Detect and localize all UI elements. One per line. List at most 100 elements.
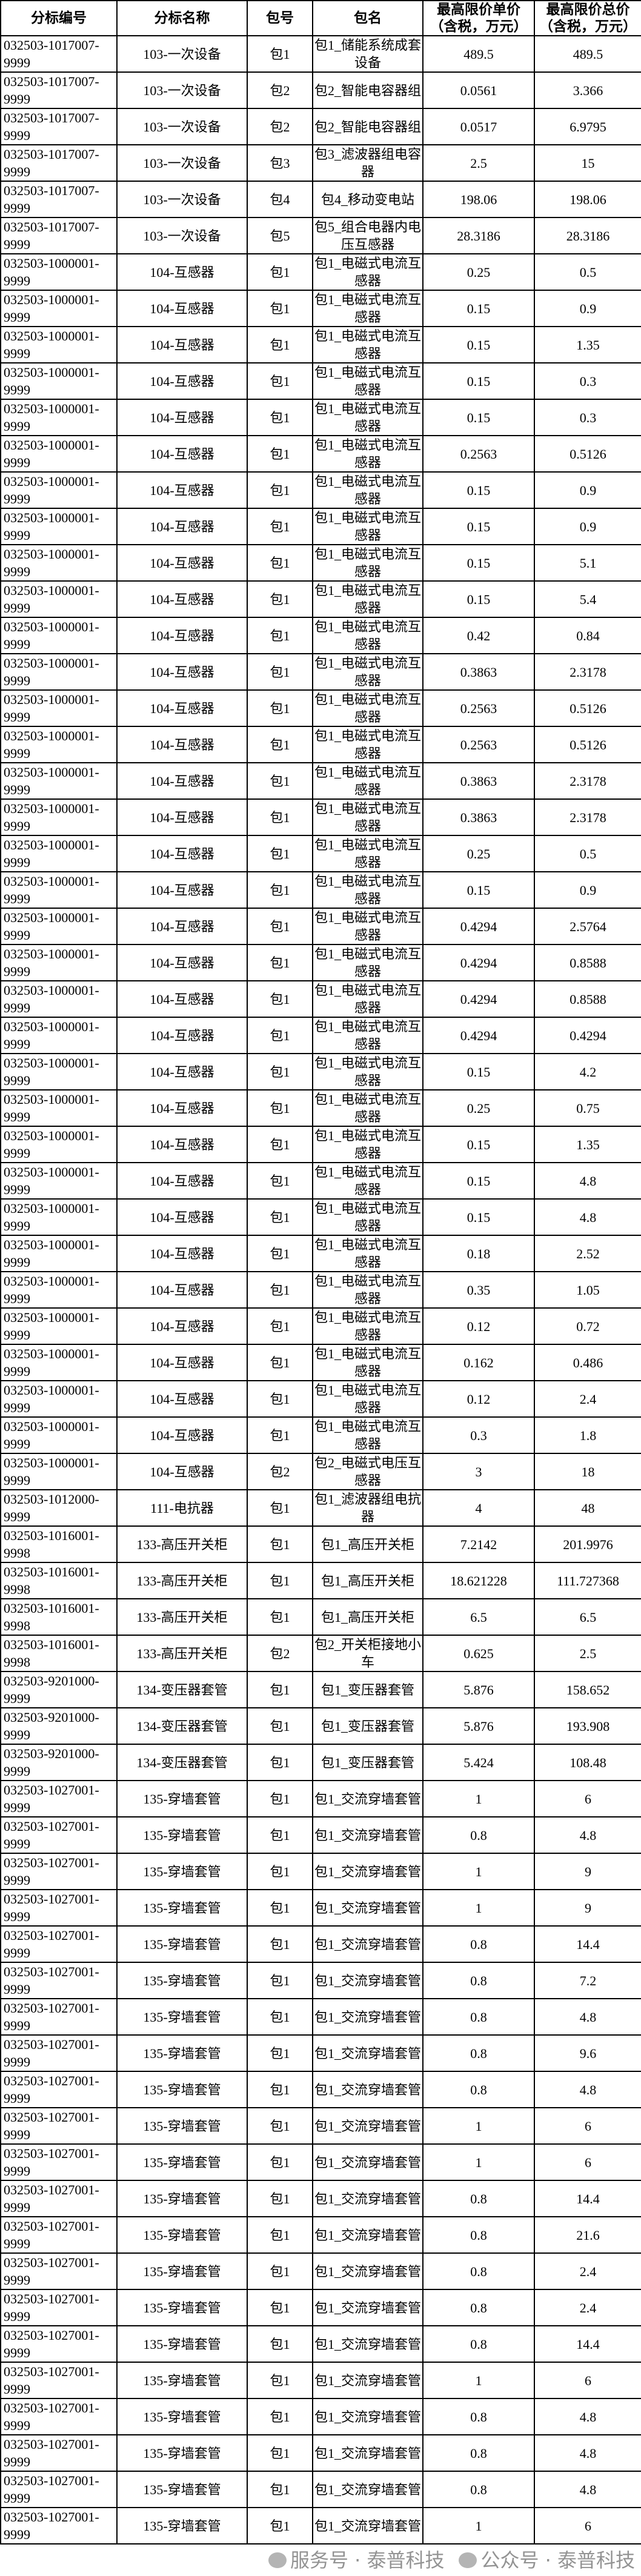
cell-package-name: 包1_电磁式电流互感器 [312,1162,423,1200]
cell-max-total-price: 4.8 [534,1162,641,1200]
cell-package-name: 包1_交流穿墙套管 [312,2507,423,2544]
cell-lot-name: 135-穿墙套管 [116,2034,248,2072]
cell-lot-number: 032503-1027001-9999 [0,2289,118,2326]
cell-package-name: 包1_电磁式电流互感器 [312,1235,423,1272]
cell-package-name: 包1_电磁式电流互感器 [312,399,423,436]
table-row: 032503-1000001-9999 104-互感器 包1 包1_电磁式电流互感器 0… [0,798,641,836]
cell-lot-name: 134-变压器套管 [116,1744,248,1781]
cell-lot-number: 032503-1000001-9999 [0,362,118,400]
cell-package-number: 包1 [247,2216,313,2254]
cell-lot-name: 104-互感器 [116,1453,248,1490]
cell-max-unit-price: 0.42 [422,617,535,654]
cell-package-number: 包1 [247,2325,313,2363]
cell-max-total-price: 198.06 [534,181,641,218]
cell-lot-number: 032503-1000001-9999 [0,798,118,836]
cell-package-number: 包1 [247,653,313,691]
cell-max-total-price: 14.4 [534,2325,641,2363]
cell-lot-name: 104-互感器 [116,580,248,618]
cell-package-name: 包1_电磁式电流互感器 [312,980,423,1018]
table-row: 032503-1016001-9998 133-高压开关柜 包1 包1_高压开关柜 7.… [0,1525,641,1563]
cell-package-number: 包1 [247,399,313,436]
cell-lot-name: 104-互感器 [116,689,248,727]
table-row: 032503-1016001-9998 133-高压开关柜 包1 包1_高压开关柜 18… [0,1562,641,1599]
cell-lot-name: 135-穿墙套管 [116,1853,248,1890]
cell-package-number: 包1 [247,580,313,618]
cell-max-total-price: 111.727368 [534,1562,641,1599]
table-row: 032503-1000001-9999 104-互感器 包1 包1_电磁式电流互感器 0… [0,544,641,582]
cell-max-unit-price: 7.2142 [422,1525,535,1563]
cell-max-total-price: 0.4294 [534,1017,641,1054]
cell-max-unit-price: 1 [422,2507,535,2544]
cell-lot-name: 104-互感器 [116,908,248,945]
cell-max-total-price: 0.3 [534,362,641,400]
cell-max-total-price: 4.8 [534,2434,641,2472]
cell-lot-number: 032503-1027001-9999 [0,1816,118,1854]
cell-package-number: 包1 [247,1962,313,1999]
cell-package-name: 包2_智能电容器组 [312,71,423,109]
cell-lot-name: 104-互感器 [116,653,248,691]
table-row: 032503-1027001-9999 135-穿墙套管 包1 包1_交流穿墙套管 0.… [0,2471,641,2508]
cell-package-number: 包2 [247,71,313,109]
cell-max-total-price: 0.9 [534,508,641,545]
cell-max-total-price: 4.8 [534,1816,641,1854]
cell-package-number: 包1 [247,1307,313,1345]
cell-max-unit-price: 28.3186 [422,217,535,254]
cell-package-number: 包1 [247,1344,313,1381]
table-row: 032503-1000001-9999 104-互感器 包1 包1_电磁式电流互感器 0… [0,689,641,727]
cell-package-name: 包1_电磁式电流互感器 [312,1017,423,1054]
cell-lot-name: 104-互感器 [116,544,248,582]
cell-max-total-price: 18 [534,1453,641,1490]
cell-package-number: 包1 [247,1126,313,1163]
cell-max-total-price: 2.3178 [534,653,641,691]
cell-package-number: 包1 [247,1235,313,1272]
cell-max-total-price: 9 [534,1889,641,1927]
table-row: 032503-1027001-9999 135-穿墙套管 包1 包1_交流穿墙套管 1 6 [0,2507,641,2544]
cell-lot-number: 032503-1016001-9998 [0,1525,118,1563]
cell-package-name: 包3_滤波器组电容器 [312,144,423,182]
table-row: 032503-1027001-9999 135-穿墙套管 包1 包1_交流穿墙套管 0.… [0,2289,641,2326]
cell-package-name: 包1_电磁式电流互感器 [312,1198,423,1236]
cell-lot-number: 032503-1017007-9999 [0,217,118,254]
cell-max-total-price: 21.6 [534,2216,641,2254]
cell-lot-number: 032503-1027001-9999 [0,2143,118,2181]
table-row: 032503-1000001-9999 104-互感器 包1 包1_电磁式电流互感器 0… [0,871,641,909]
cell-max-total-price: 7.2 [534,1962,641,1999]
cell-package-name: 包1_电磁式电流互感器 [312,798,423,836]
cell-max-total-price: 2.4 [534,2289,641,2326]
cell-lot-number: 032503-1000001-9999 [0,435,118,473]
cell-max-unit-price: 1 [422,1780,535,1817]
cell-max-unit-price: 0.25 [422,1089,535,1127]
cell-max-total-price: 14.4 [534,1925,641,1963]
cell-lot-number: 032503-1027001-9999 [0,2034,118,2072]
cell-lot-number: 032503-1000001-9999 [0,1089,118,1127]
cell-lot-number: 032503-1000001-9999 [0,508,118,545]
cell-lot-name: 135-穿墙套管 [116,2507,248,2544]
cell-package-number: 包1 [247,2471,313,2508]
cell-package-number: 包1 [247,798,313,836]
cell-package-number: 包1 [247,2434,313,2472]
cell-max-unit-price: 1 [422,2362,535,2399]
cell-package-name: 包1_变压器套管 [312,1707,423,1745]
cell-package-name: 包1_电磁式电流互感器 [312,835,423,872]
table-row: 032503-1016001-9998 133-高压开关柜 包2 包2_开关柜接地小车… [0,1635,641,1672]
cell-lot-name: 104-互感器 [116,1271,248,1309]
cell-max-unit-price: 3 [422,1453,535,1490]
cell-max-total-price: 0.8588 [534,944,641,981]
cell-package-number: 包1 [247,1889,313,1927]
cell-lot-name: 104-互感器 [116,762,248,800]
cell-package-number: 包1 [247,1489,313,1527]
cell-max-unit-price: 0.3863 [422,653,535,691]
cell-max-unit-price: 0.4294 [422,980,535,1018]
table-row: 032503-1000001-9999 104-互感器 包1 包1_电磁式电流互感器 0… [0,508,641,545]
cell-max-unit-price: 0.8 [422,1998,535,2036]
cell-lot-name: 104-互感器 [116,1416,248,1454]
cell-lot-name: 104-互感器 [116,1053,248,1090]
table-row: 032503-1000001-9999 104-互感器 包1 包1_电磁式电流互感器 0… [0,1198,641,1236]
cell-package-name: 包1_高压开关柜 [312,1562,423,1599]
table-row: 032503-1000001-9999 104-互感器 包1 包1_电磁式电流互感器 0… [0,908,641,945]
cell-max-total-price: 0.5 [534,253,641,291]
cell-max-unit-price: 0.3863 [422,762,535,800]
cell-max-unit-price: 0.15 [422,326,535,363]
table-body: 032503-1017007-9999 103-一次设备 包1 包1_储能系统成套设备… [0,35,641,2544]
cell-lot-name: 104-互感器 [116,253,248,291]
